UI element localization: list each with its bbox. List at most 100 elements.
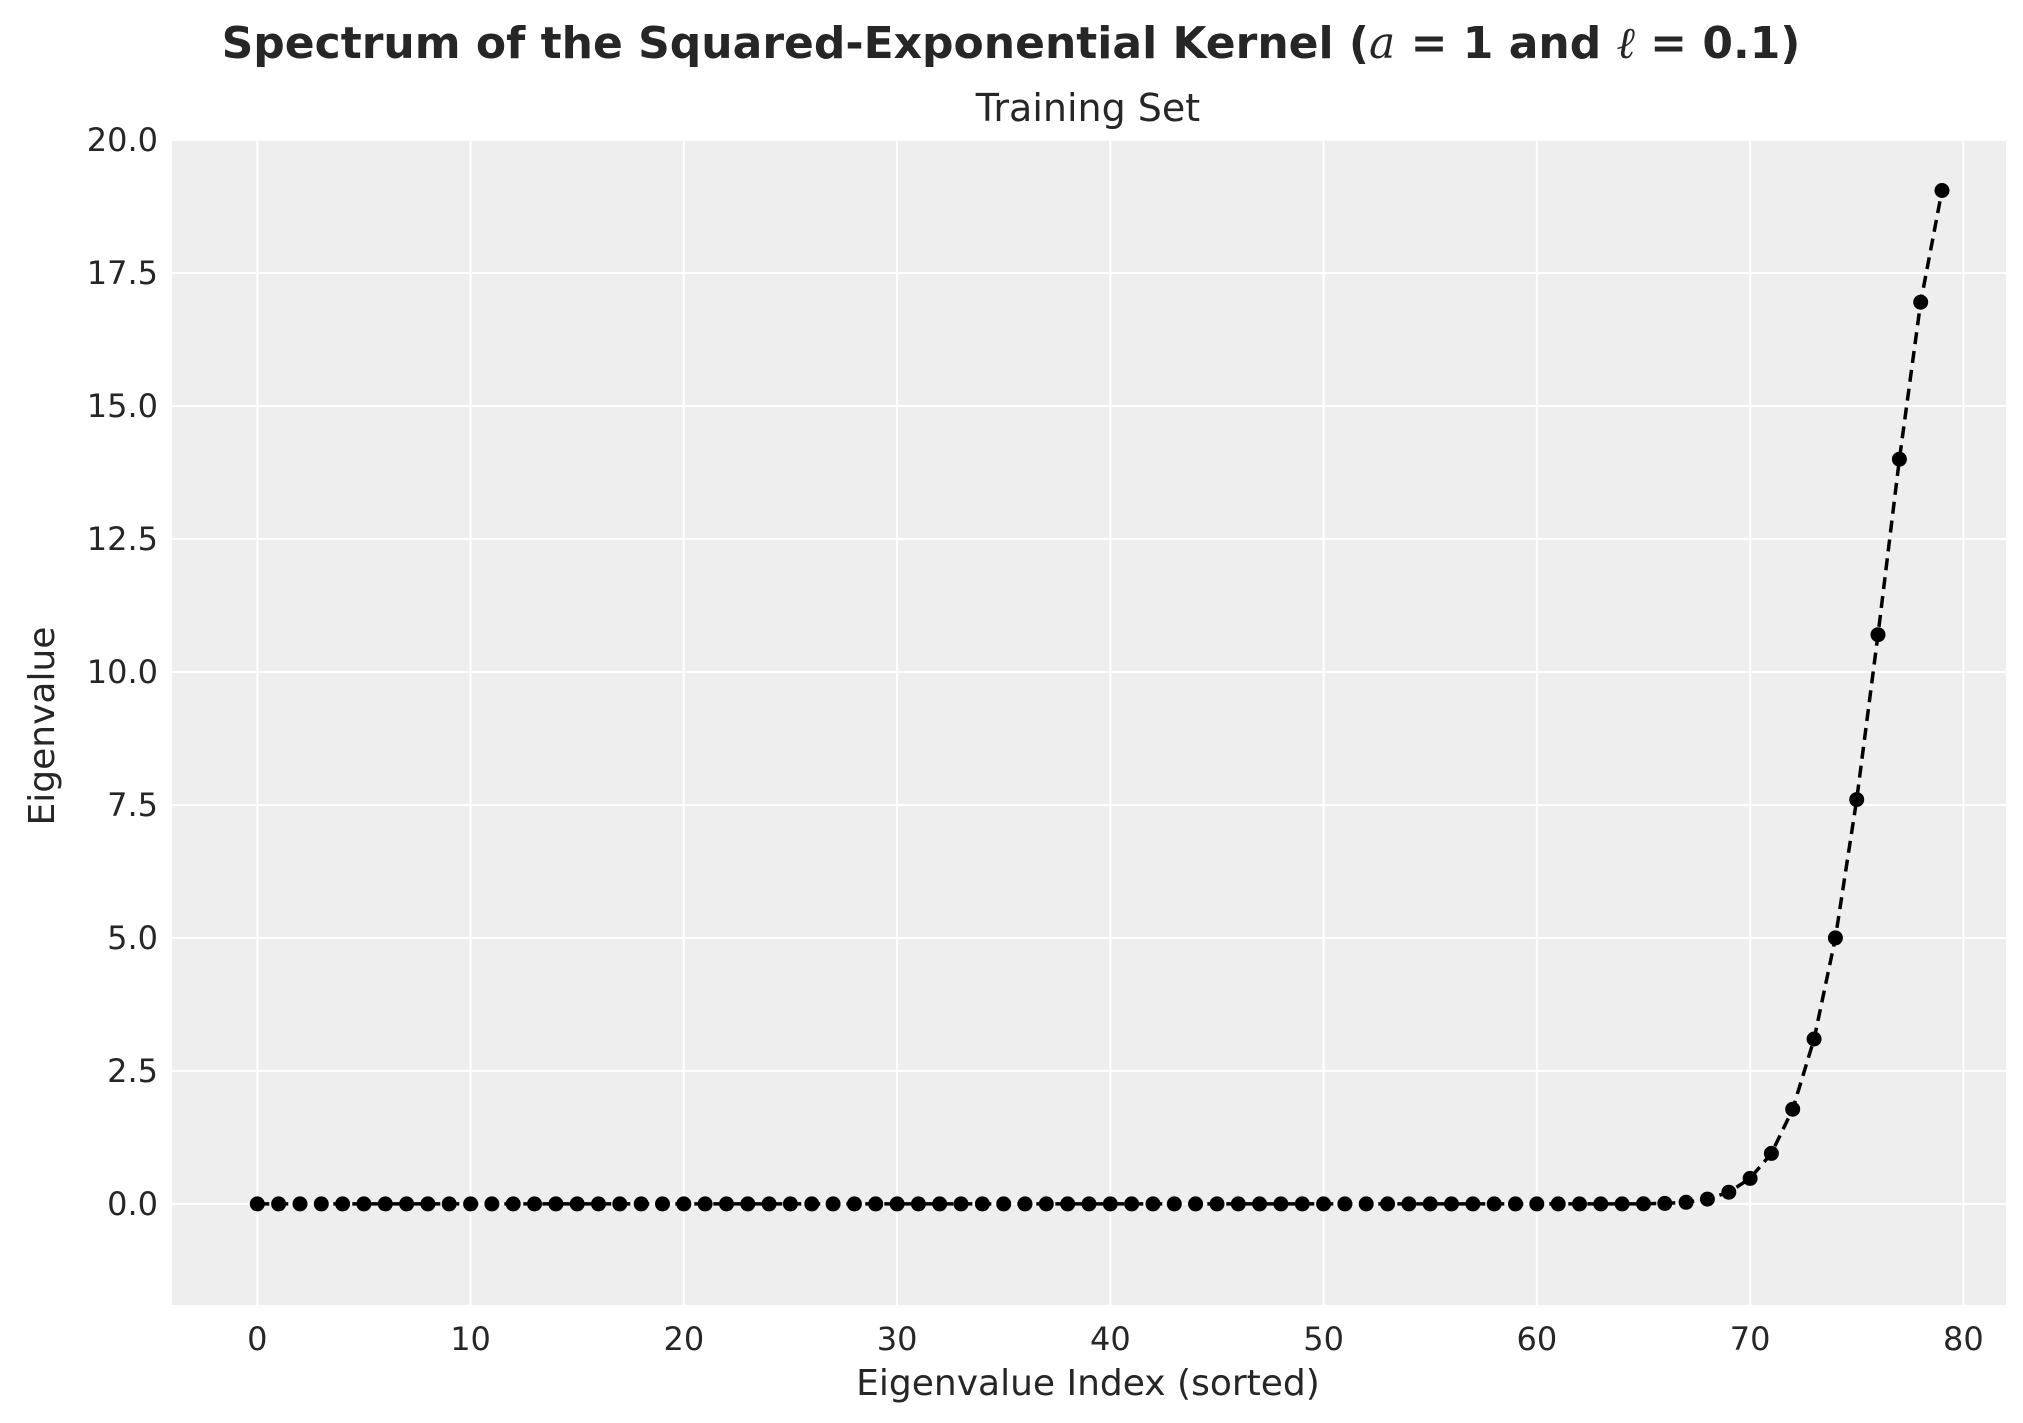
tick-labels: 0 10 20 30 40 50 60 70 80 0.0 2.5 5.0 7.5 10.0 12.5 15.… (87, 121, 1984, 1358)
data-point (953, 1196, 969, 1212)
data-point (974, 1196, 990, 1212)
y-tick-label: 5.0 (107, 919, 158, 957)
data-point (335, 1196, 351, 1212)
data-point (1145, 1196, 1161, 1212)
data-point (1188, 1196, 1204, 1212)
data-point (1636, 1196, 1651, 1212)
y-tick-label: 0.0 (107, 1185, 158, 1223)
y-tick-label: 2.5 (107, 1052, 158, 1090)
data-point (313, 1196, 329, 1212)
grid-lines (172, 139, 2006, 1305)
data-point (761, 1196, 777, 1212)
data-point (1017, 1196, 1033, 1212)
data-points (249, 183, 1950, 1212)
data-point (1102, 1196, 1118, 1212)
data-point (1593, 1196, 1609, 1212)
data-point (1060, 1196, 1076, 1212)
data-point (1721, 1184, 1737, 1200)
data-point (846, 1196, 862, 1212)
y-tick-label: 12.5 (87, 520, 158, 558)
data-point (1678, 1194, 1694, 1210)
data-point (1806, 1031, 1822, 1047)
data-point (1465, 1196, 1481, 1212)
data-point (1316, 1196, 1332, 1212)
data-point (612, 1196, 628, 1212)
data-point (1572, 1196, 1587, 1212)
data-point (1614, 1196, 1630, 1212)
data-point (249, 1196, 265, 1212)
data-point (633, 1196, 649, 1212)
data-point (782, 1196, 798, 1212)
data-point (591, 1196, 606, 1212)
y-axis-label: Eigenvalue (22, 627, 63, 826)
chart-subtitle: Training Set (975, 86, 1200, 130)
chart-title: Spectrum of the Squared-Exponential Kern… (222, 18, 1801, 69)
data-point (1273, 1196, 1289, 1212)
data-point (1699, 1191, 1715, 1207)
data-point (1870, 627, 1886, 643)
data-point (1934, 183, 1950, 198)
data-point (655, 1196, 670, 1212)
data-point (399, 1196, 415, 1212)
data-point (932, 1196, 948, 1212)
data-point (1913, 294, 1929, 310)
data-point (1742, 1170, 1758, 1186)
data-point (676, 1196, 692, 1212)
data-point (441, 1196, 457, 1212)
data-point (1081, 1196, 1097, 1212)
data-point (548, 1196, 564, 1212)
x-tick-label: 60 (1516, 1320, 1557, 1358)
y-tick-label: 17.5 (87, 254, 158, 292)
x-tick-label: 40 (1090, 1320, 1131, 1358)
data-point (1380, 1196, 1396, 1212)
data-point (1337, 1196, 1353, 1212)
data-point (463, 1196, 479, 1212)
data-point (1486, 1196, 1502, 1212)
data-point (1252, 1196, 1268, 1212)
x-tick-label: 50 (1303, 1320, 1344, 1358)
series-line (257, 190, 1944, 1206)
x-axis-label: Eigenvalue Index (sorted) (856, 1363, 1320, 1404)
data-point (1785, 1101, 1801, 1117)
data-point (271, 1196, 287, 1212)
data-point (996, 1196, 1012, 1212)
y-tick-label: 7.5 (107, 786, 158, 824)
data-point (1508, 1196, 1523, 1212)
data-point (356, 1196, 372, 1212)
y-tick-label: 20.0 (87, 121, 158, 159)
data-point (292, 1196, 308, 1212)
y-tick-label: 15.0 (87, 387, 158, 425)
data-point (1401, 1196, 1417, 1212)
x-tick-label: 80 (1943, 1320, 1984, 1358)
data-point (1038, 1196, 1054, 1212)
plot-area (172, 140, 2006, 1305)
data-point (1849, 792, 1865, 808)
data-point (1444, 1196, 1459, 1212)
x-tick-label: 20 (663, 1320, 704, 1358)
data-point (910, 1196, 926, 1212)
data-point (804, 1196, 820, 1212)
data-point (740, 1196, 756, 1212)
data-point (1209, 1196, 1225, 1212)
data-point (1529, 1196, 1545, 1212)
data-point (484, 1196, 500, 1212)
data-point (1550, 1196, 1566, 1212)
data-point (527, 1196, 542, 1212)
x-tick-label: 0 (247, 1320, 267, 1358)
data-point (719, 1196, 734, 1212)
data-point (505, 1196, 521, 1212)
x-tick-label: 30 (877, 1320, 918, 1358)
y-tick-label: 10.0 (87, 653, 158, 691)
data-point (1124, 1196, 1140, 1212)
data-point (1891, 451, 1907, 467)
data-point (569, 1196, 585, 1212)
data-point (420, 1196, 436, 1212)
data-point (1422, 1196, 1438, 1212)
data-point (377, 1196, 393, 1212)
data-point (1763, 1145, 1779, 1161)
x-tick-label: 10 (450, 1320, 491, 1358)
data-point (1230, 1196, 1246, 1212)
data-point (868, 1196, 884, 1212)
data-point (889, 1196, 905, 1212)
